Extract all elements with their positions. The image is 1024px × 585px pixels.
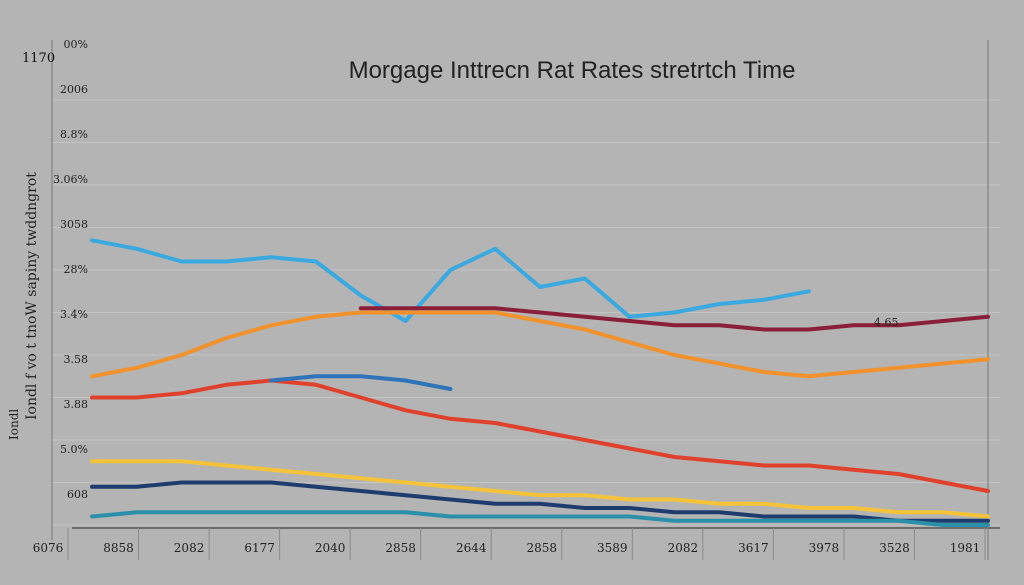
series-line-red-mid xyxy=(90,378,990,493)
y-tick-label: 3.4% xyxy=(60,308,88,321)
y-tick-label: 5.0% xyxy=(60,443,88,456)
y-tick-label: 2006 xyxy=(60,83,88,96)
y-tick-label: 8.8% xyxy=(60,128,88,141)
y-tick-label: 3.06% xyxy=(53,173,88,186)
y-tick-label: 608 xyxy=(67,488,88,501)
x-tick-label: 2082 xyxy=(668,541,699,555)
series-line-navy-low xyxy=(90,480,990,523)
x-tick-label: 2858 xyxy=(526,541,557,555)
series-line-teal-bottom xyxy=(90,510,990,527)
x-tick-label: 3617 xyxy=(738,541,769,555)
series-line-blue-mid xyxy=(269,374,453,391)
x-tick-label: 2082 xyxy=(174,541,205,555)
y-tick-label: 00% xyxy=(64,38,88,51)
x-tick-label: 6177 xyxy=(244,541,275,555)
x-tick-label: 2040 xyxy=(315,541,346,555)
x-tick-label: 3978 xyxy=(809,541,840,555)
axes xyxy=(51,40,1000,560)
annotation-label: 4.65 xyxy=(874,316,899,329)
y-tick-label: 3058 xyxy=(60,218,88,231)
y-axis-title: Iondl f vo t tnoW sapiny twddngrot xyxy=(24,172,40,420)
y-axis-side-label: Iondl xyxy=(7,409,21,440)
y-tick-label: 28% xyxy=(64,263,88,276)
labels: Morgage Inttrecn Rat Rates stretrtch Tim… xyxy=(7,38,986,560)
series-line-navy-to-cyan xyxy=(90,238,811,323)
series-line-orange-high xyxy=(90,310,990,379)
y-tick-labels: 00% 2006 8.8% 3.06% 3058 28% 3.4% 3.58 3.88 5.0% 6… xyxy=(53,38,88,501)
x-tick-label: 2644 xyxy=(456,541,487,555)
series-line-yellow-low xyxy=(90,459,990,519)
chart-title: Morgage Inttrecn Rat Rates stretrtch Tim… xyxy=(349,57,796,84)
x-tick-label: 1981 xyxy=(950,541,981,555)
x-tick-label: 6076 xyxy=(33,541,64,555)
series-line-crimson xyxy=(358,306,990,332)
x-tick-label: 3528 xyxy=(879,541,910,555)
x-tick-label: 3589 xyxy=(597,541,628,555)
x-tick-labels: 6076 8858 2082 6177 2040 2858 2644 2858 3589 2082… xyxy=(33,528,986,560)
x-tick-label: 2858 xyxy=(385,541,416,555)
y-tick-label: 3.88 xyxy=(64,398,89,411)
series-group xyxy=(90,238,990,527)
corner-label: 1170 xyxy=(22,51,55,66)
x-tick-label: 8858 xyxy=(103,541,134,555)
y-tick-label: 3.58 xyxy=(64,353,89,366)
